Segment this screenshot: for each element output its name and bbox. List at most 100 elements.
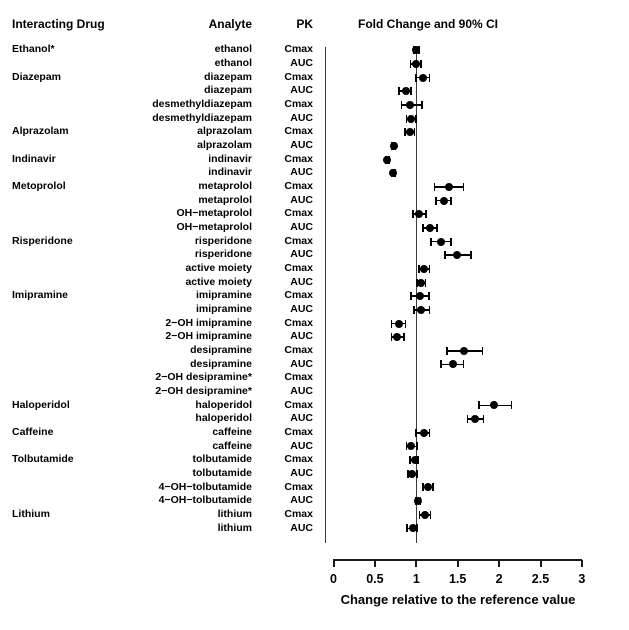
ci-cap-right — [416, 524, 418, 533]
x-axis-tick — [415, 560, 418, 567]
ci-cap-right — [403, 333, 405, 342]
x-axis-tick — [539, 560, 542, 567]
ci-cap-right — [462, 360, 465, 369]
ci-cap-left — [415, 73, 418, 82]
pk-label: Cmax — [284, 43, 313, 56]
pk-label: Cmax — [284, 371, 313, 384]
drug-label: Caffeine — [12, 425, 54, 438]
point-estimate-dot — [419, 428, 428, 437]
pk-label: Cmax — [284, 234, 313, 247]
analyte-label: metaprolol — [198, 180, 252, 193]
ci-cap-left — [416, 278, 418, 287]
ci-cap-right — [415, 114, 418, 123]
ci-cap-left — [403, 128, 406, 137]
ci-cap-right — [481, 346, 484, 355]
pk-label: AUC — [290, 111, 313, 124]
analyte-label: 4−OH−tolbutamide — [158, 494, 252, 507]
point-estimate-dot — [413, 497, 422, 506]
point-estimate-dot — [389, 141, 398, 150]
pk-label: Cmax — [284, 316, 313, 329]
x-axis-title: Change relative to the reference value — [340, 592, 576, 607]
ci-cap-right — [428, 73, 431, 82]
pk-label: AUC — [290, 384, 313, 397]
analyte-label: tolbutamide — [192, 453, 253, 466]
analyte-label: 2−OH imipramine — [165, 316, 252, 329]
x-axis-tick-label: 3 — [578, 572, 586, 586]
pk-label: AUC — [290, 330, 313, 343]
point-estimate-dot — [407, 114, 416, 123]
pk-label: AUC — [290, 275, 313, 288]
drug-label: Haloperidol — [12, 398, 70, 411]
analyte-label: indinavir — [208, 152, 252, 165]
point-estimate-dot — [437, 237, 446, 246]
drug-label: Tolbutamide — [12, 453, 74, 466]
analyte-label: tolbutamide — [192, 466, 253, 479]
point-estimate-dot — [439, 196, 448, 205]
pk-label: Cmax — [284, 343, 313, 356]
plot-title: Fold Change and 90% CI — [358, 17, 499, 31]
ci-cap-right — [427, 292, 430, 301]
pk-label: AUC — [290, 302, 313, 315]
point-estimate-dot — [401, 87, 410, 96]
point-estimate-dot — [490, 401, 499, 410]
analyte-label: desipramine — [190, 343, 252, 356]
ci-cap-left — [430, 237, 433, 246]
analyte-label: risperidone — [194, 248, 252, 261]
x-axis-tick-label: 2.5 — [531, 572, 550, 586]
analyte-label: 4−OH−tolbutamide — [158, 480, 252, 493]
pk-label: AUC — [290, 139, 313, 152]
ci-cap-right — [410, 87, 413, 96]
analyte-label: ethanol — [214, 43, 252, 56]
ci-cap-left — [407, 469, 409, 478]
analyte-label: metaprolol — [198, 193, 252, 206]
pk-label: AUC — [290, 494, 313, 507]
ci-cap-right — [416, 469, 418, 478]
analyte-label: imipramine — [195, 302, 252, 315]
ci-cap-right — [420, 59, 423, 68]
point-estimate-dot — [416, 292, 425, 301]
ci-cap-left — [440, 360, 442, 369]
ci-cap-left — [422, 483, 424, 492]
ci-cap-right — [450, 196, 452, 205]
drug-label: Alprazolam — [12, 125, 69, 138]
ci-cap-left — [433, 182, 436, 191]
drug-label: Ethanol* — [12, 43, 55, 56]
x-axis-tick — [456, 560, 459, 567]
ci-cap-left — [398, 87, 400, 96]
ci-cap-left — [408, 456, 411, 465]
point-estimate-dot — [417, 305, 426, 314]
pk-label: AUC — [290, 84, 313, 97]
x-axis-tick-label: 1 — [412, 572, 420, 586]
pk-label: AUC — [290, 57, 313, 70]
ci-cap-left — [390, 319, 393, 328]
ci-cap-left — [422, 223, 424, 232]
analyte-label: diazepam — [204, 84, 252, 97]
point-estimate-dot — [405, 100, 414, 109]
pk-label: Cmax — [284, 425, 313, 438]
x-axis-tick-label: 0.5 — [366, 572, 384, 586]
pk-label: AUC — [290, 521, 313, 534]
x-axis-tick — [373, 560, 376, 567]
analyte-label: active moiety — [185, 275, 252, 288]
ci-cap-left — [405, 114, 408, 123]
pk-label: AUC — [290, 466, 313, 479]
point-estimate-dot — [448, 360, 457, 369]
analyte-label: desmethyldiazepam — [152, 111, 252, 124]
ci-cap-right — [482, 415, 485, 424]
point-estimate-dot — [471, 415, 480, 424]
analyte-header: Analyte — [208, 17, 252, 31]
ci-cap-right — [462, 182, 465, 191]
analyte-label: lithium — [217, 507, 252, 520]
ci-cap-right — [428, 428, 431, 437]
analyte-label: lithium — [217, 521, 252, 534]
ci-cap-left — [478, 401, 481, 410]
analyte-label: caffeine — [212, 425, 252, 438]
ci-cap-right — [421, 100, 423, 109]
analyte-label: alprazolam — [197, 125, 252, 138]
ci-cap-left — [415, 428, 418, 437]
ci-cap-right — [510, 401, 513, 410]
analyte-label: imipramine — [195, 289, 252, 302]
analyte-label: ethanol — [214, 57, 252, 70]
ci-cap-left — [466, 415, 469, 424]
point-estimate-dot — [408, 469, 417, 478]
